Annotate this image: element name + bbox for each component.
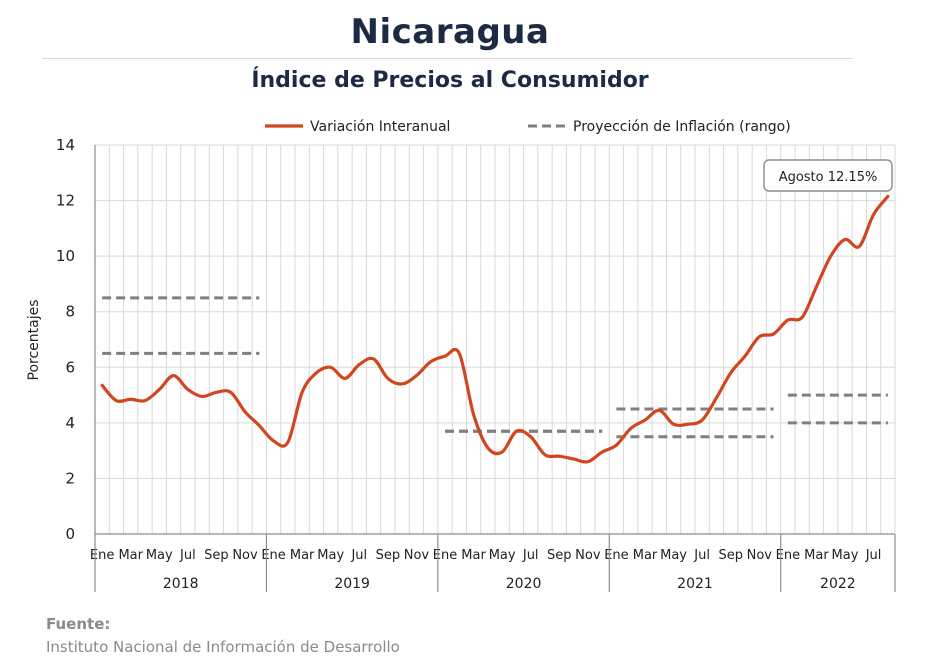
title-divider [42,58,852,59]
x-tick-label: Nov [575,548,601,563]
x-tick-label: Ene [261,548,285,563]
x-tick-label: Ene [604,548,628,563]
source-text: Instituto Nacional de Información de Des… [46,638,400,656]
x-tick-label: May [832,548,859,563]
x-tick-label: Sep [204,548,229,563]
x-tick-label: Sep [718,548,743,563]
y-tick-label: 6 [65,358,75,376]
y-tick-label: 14 [56,136,75,154]
annotation-box [763,159,893,192]
chart-subtitle: Índice de Precios al Consumidor [251,68,649,93]
x-tick-label: Sep [547,548,572,563]
source-label: Fuente: [46,615,111,633]
x-tick-label: Nov [404,548,430,563]
legend-label-variacion: Variación Interanual [310,119,450,135]
x-tick-label: Mar [461,548,486,563]
x-tick-label: May [146,548,173,563]
y-tick-label: 0 [65,525,75,543]
y-tick-label: 12 [56,192,75,210]
x-tick-label: Jul [865,548,882,563]
y-tick-label: 10 [56,247,75,265]
x-tick-label: Ene [776,548,800,563]
x-year-label: 2019 [334,576,370,592]
x-year-label: 2021 [677,576,713,592]
y-tick-label: 2 [65,469,75,487]
legend-label-proyeccion: Proyección de Inflación (rango) [573,119,791,135]
y-tick-label: 8 [65,303,75,321]
x-tick-label: May [317,548,344,563]
series-line-variacion-interanual [100,194,890,464]
x-tick-label: Ene [90,548,114,563]
x-tick-label: Ene [433,548,457,563]
x-tick-label: Mar [633,548,658,563]
x-tick-label: Nov [747,548,773,563]
x-tick-label: Jul [350,548,367,563]
x-year-label: 2018 [163,576,199,592]
y-tick-label: 4 [65,414,75,432]
x-tick-label: Mar [804,548,829,563]
x-year-label: 2020 [506,576,542,592]
annotation-label: Agosto 12.15% [779,170,878,185]
chart-title: Nicaragua [350,12,550,52]
x-tick-label: Jul [522,548,539,563]
x-tick-label: Jul [179,548,196,563]
x-tick-label: Nov [232,548,258,563]
x-tick-label: Mar [118,548,143,563]
x-tick-label: May [489,548,516,563]
x-tick-label: Sep [376,548,401,563]
x-year-label: 2022 [820,576,856,592]
y-axis-label: Porcentajes [26,299,42,380]
x-tick-label: May [660,548,687,563]
x-tick-label: Jul [693,548,710,563]
x-tick-label: Mar [290,548,315,563]
